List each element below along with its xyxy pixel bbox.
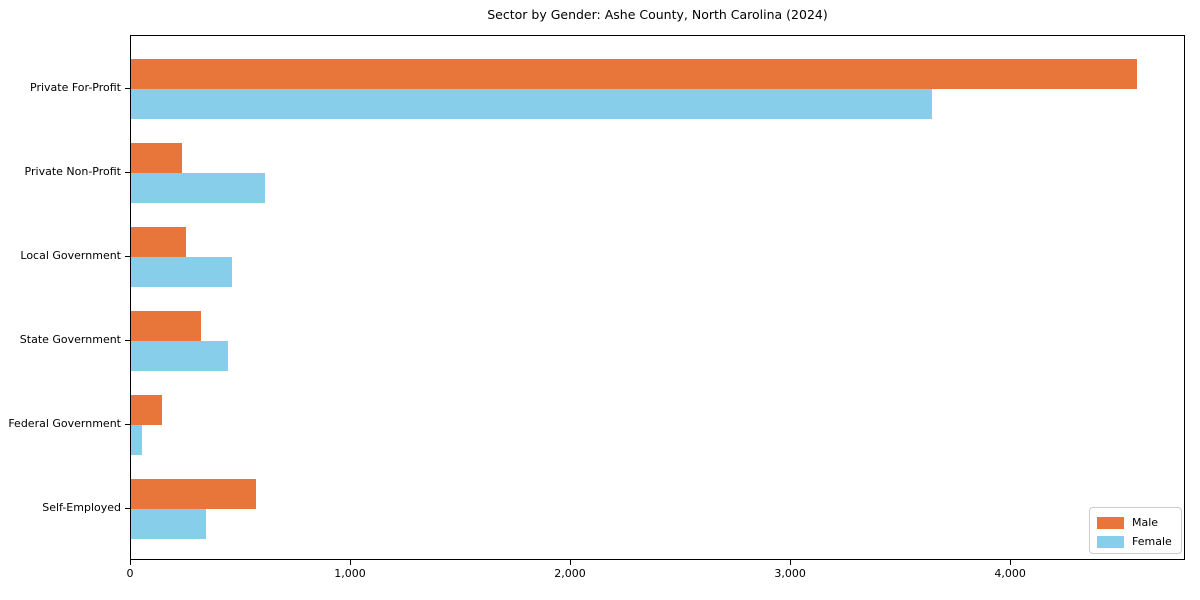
- bar-male-3: [131, 227, 186, 257]
- x-tick-label: 1,000: [334, 567, 366, 580]
- bar-female-2: [131, 173, 266, 203]
- y-tick: [125, 508, 130, 509]
- y-tick-label: State Government: [19, 333, 121, 346]
- bar-male-2: [131, 143, 182, 173]
- bar-male-5: [131, 395, 162, 425]
- x-tick: [1010, 560, 1012, 565]
- x-tick: [570, 560, 571, 565]
- x-tick: [790, 560, 792, 565]
- legend-swatch-female: [1097, 535, 1124, 548]
- bar-female-3: [131, 257, 233, 287]
- chart-title: Sector by Gender: Ashe County, North Car…: [487, 7, 828, 22]
- legend-item-female: Female: [1097, 533, 1181, 550]
- legend-label: Female: [1132, 534, 1172, 548]
- bar-female-1: [131, 89, 932, 119]
- plot-area: Male Female: [130, 35, 1185, 560]
- y-tick-label: Private For-Profit: [30, 81, 121, 94]
- x-tick-label: 0: [126, 567, 134, 580]
- y-tick: [125, 340, 130, 341]
- bar-female-6: [131, 509, 206, 539]
- bar-male-4: [131, 311, 202, 341]
- x-tick-label: 3,000: [774, 567, 806, 580]
- y-tick: [125, 256, 130, 257]
- y-tick: [125, 424, 130, 425]
- y-tick: [125, 88, 130, 89]
- x-tick: [130, 560, 131, 565]
- bar-female-5: [131, 425, 142, 455]
- bar-female-4: [131, 341, 228, 371]
- bar-male-6: [131, 479, 257, 509]
- x-tick: [350, 560, 351, 565]
- y-tick-label: Self-Employed: [42, 501, 121, 514]
- bar-male-1: [131, 59, 1137, 89]
- legend-item-male: Male: [1097, 514, 1181, 531]
- y-tick-label: Private Non-Profit: [24, 165, 121, 178]
- legend-swatch-male: [1097, 516, 1124, 529]
- x-tick-label: 4,000: [994, 567, 1026, 580]
- y-tick-label: Federal Government: [8, 417, 121, 430]
- y-tick-label: Local Government: [20, 249, 121, 262]
- legend: Male Female: [1089, 507, 1182, 554]
- x-tick-label: 2,000: [554, 567, 586, 580]
- legend-label: Male: [1132, 515, 1159, 529]
- y-tick: [125, 172, 130, 173]
